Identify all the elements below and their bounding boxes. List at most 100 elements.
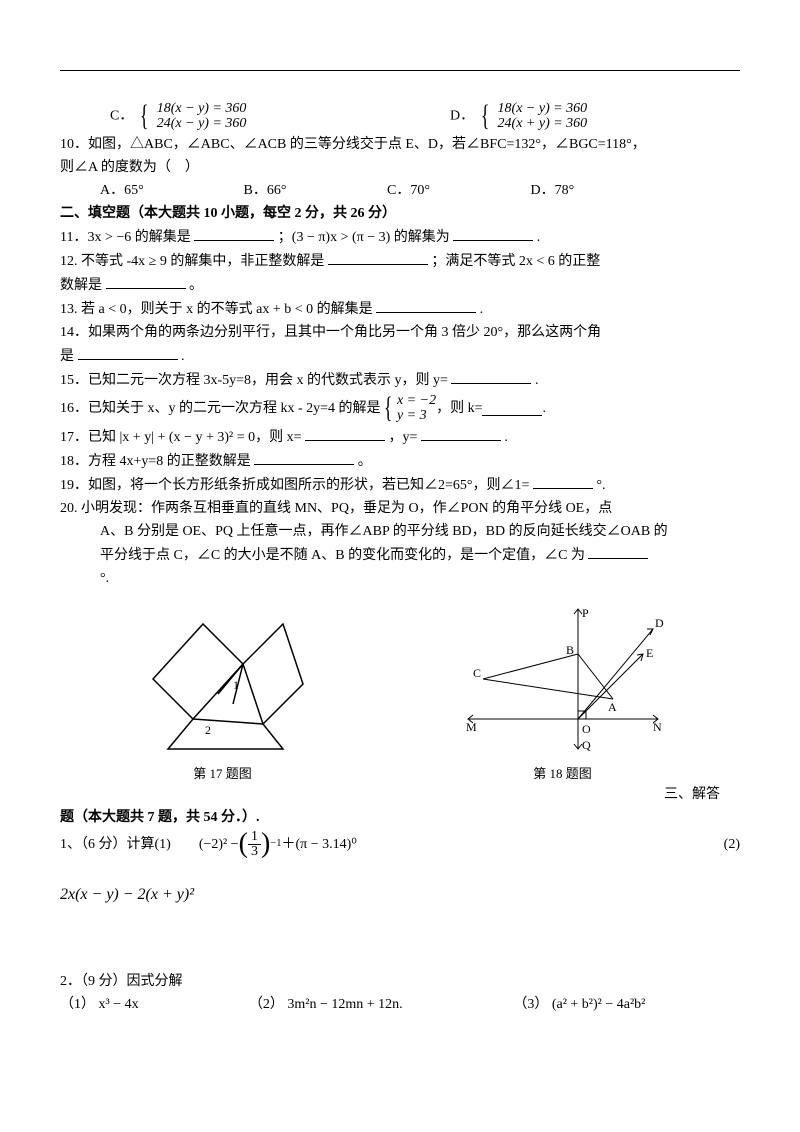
q13: 13. 若 a < 0，则关于 x 的不等式 ax + b < 0 的解集是 .	[60, 298, 740, 320]
p2-parts: （1） x³ − 4x （2） 3m²n − 12mn + 12n. （3） (…	[60, 994, 740, 1015]
q17-a: 17．已知 |x + y| + (x − y + 3)² = 0，则 x=	[60, 430, 302, 445]
angle-1-label: 1	[233, 678, 239, 692]
q11: 11．3x > −6 的解集是 ；(3 − π)x > (π − 3) 的解集为…	[60, 226, 740, 248]
q9-d-eqs: 18(x − y) = 360 24(x + y) = 360	[496, 101, 588, 132]
exam-page: C． { 18(x − y) = 360 24(x − y) = 360 D． …	[0, 0, 800, 1057]
p2-a: （1） x³ − 4x	[60, 994, 249, 1015]
figure-18: P D B E C A M O N Q 第 18 题图	[458, 599, 668, 782]
q16-eq2: y = 3	[397, 408, 436, 423]
label-c: C	[473, 666, 481, 680]
q12-a: 12. 不等式 -4x ≥ 9 的解集中，非正整数解是	[60, 254, 324, 269]
q11-a: 11．3x > −6 的解集是	[60, 230, 191, 245]
p1-right: (2)	[724, 834, 740, 855]
blank	[376, 298, 476, 313]
q10-d: D．78°	[531, 180, 671, 201]
q12-c: 数解是	[60, 278, 102, 293]
figure-17: 1 2 第 17 题图	[133, 609, 313, 782]
p2-c: （3） (a² + b²)² − 4a²b²	[513, 994, 740, 1015]
blank	[482, 401, 542, 416]
label-p: P	[582, 606, 589, 620]
q9-d-label: D．	[450, 109, 474, 124]
p2-title: 2．（9 分）因式分解	[60, 971, 740, 992]
q20-c: 平分线于点 C，∠C 的大小是不随 A、B 的变化而变化的，是一个定值，∠C 为	[100, 548, 585, 563]
q9-option-c: C． { 18(x − y) = 360 24(x − y) = 360	[60, 101, 450, 132]
blank	[254, 450, 354, 465]
q16-eq1: x = −2	[397, 393, 436, 408]
fraction: 1 3	[248, 830, 261, 859]
q13-b: .	[480, 302, 484, 317]
brace-icon: {	[383, 393, 392, 423]
q10-c: C．70°	[387, 180, 527, 201]
q12-line2: 数解是 。	[60, 274, 740, 296]
q18-b: 。	[358, 454, 372, 469]
label-e: E	[646, 646, 653, 660]
q16-a: 16．已知关于 x、y 的二元一次方程 kx - 2y=4 的解是	[60, 398, 381, 419]
figure-17-caption: 第 17 题图	[133, 763, 313, 782]
p1b: 2x(x − y) − 2(x + y)²	[60, 883, 740, 907]
frac-num: 1	[248, 830, 261, 845]
spacer	[60, 861, 740, 881]
q19-a: 19．如图，将一个长方形纸条折成如图所示的形状，若已知∠2=65°，则∠1=	[60, 478, 529, 493]
blank	[106, 274, 186, 289]
q12-b: ；满足不等式 2x < 6 的正整	[431, 254, 600, 269]
q19-b: °.	[596, 478, 605, 493]
blank	[421, 426, 501, 441]
blank	[78, 345, 178, 360]
q16: 16．已知关于 x、y 的二元一次方程 kx - 2y=4 的解是 { x = …	[60, 393, 740, 424]
q20-l1: 20. 小明发现：作两条互相垂直的直线 MN、PQ，垂足为 O，作∠PON 的角…	[60, 498, 740, 519]
geometry-diagram: P D B E C A M O N Q	[458, 599, 668, 759]
p1-exp: −1	[270, 836, 281, 852]
blank	[453, 226, 533, 241]
q15: 15．已知二元一次方程 3x-5y=8，用会 x 的代数式表示 y，则 y= .	[60, 369, 740, 391]
p1-a: 1、（6 分）计算(1) (−2)² −	[60, 834, 239, 855]
q9-c-eqs: 18(x − y) = 360 24(x − y) = 360	[155, 101, 247, 132]
q16-b: ，则 k=	[436, 398, 482, 419]
q17-c: .	[504, 430, 508, 445]
left-paren-icon: (	[239, 834, 248, 854]
q9-c-label: C．	[110, 109, 133, 124]
fold-diagram: 1 2	[133, 609, 313, 759]
q14-c: .	[181, 349, 185, 364]
p1-b: ＋(π − 3.14)⁰	[281, 834, 356, 855]
section-2-title: 二、填空题（本大题共 10 小题，每空 2 分，共 26 分）	[60, 203, 740, 224]
label-n: N	[653, 720, 662, 734]
q13-a: 13. 若 a < 0，则关于 x 的不等式 ax + b < 0 的解集是	[60, 302, 373, 317]
q15-b: .	[535, 373, 539, 388]
blank	[451, 369, 531, 384]
figure-18-caption: 第 18 题图	[458, 763, 668, 782]
q14-b: 是	[60, 349, 74, 364]
q12-d: 。	[189, 278, 203, 293]
p2-b: （2） 3m²n − 12mn + 12n.	[249, 994, 513, 1015]
q15-a: 15．已知二元一次方程 3x-5y=8，用会 x 的代数式表示 y，则 y=	[60, 373, 448, 388]
q17-b: ，y=	[389, 430, 418, 445]
figures-row: 1 2 第 17 题图	[60, 599, 740, 782]
q9-options: C． { 18(x − y) = 360 24(x − y) = 360 D． …	[60, 101, 740, 132]
q14-l2: 是 .	[60, 345, 740, 367]
q14-l1: 14．如果两个角的两条边分别平行，且其中一个角比另一个角 3 倍少 20°，那么…	[60, 322, 740, 343]
q11-c: .	[537, 230, 541, 245]
header-rule	[60, 70, 740, 71]
q10-line1: 10．如图，△ABC，∠ABC、∠ACB 的三等分线交于点 E、D，若∠BFC=…	[60, 134, 740, 155]
p1: 1、（6 分）计算(1) (−2)² − ( 1 3 ) −1 ＋(π − 3.…	[60, 830, 740, 859]
q16-c: .	[542, 398, 546, 419]
q10-line2: 则∠A 的度数为（ ）	[60, 157, 740, 178]
section-3-lead: 三、解答	[60, 784, 740, 805]
q9-d-eq1: 18(x − y) = 360	[498, 101, 588, 116]
q10-options: A．65° B．66° C．70° D．78°	[60, 180, 740, 201]
label-m: M	[466, 720, 477, 734]
q10-b: B．66°	[244, 180, 384, 201]
q18-a: 18．方程 4x+y=8 的正整数解是	[60, 454, 251, 469]
section-3-title: 题（本大题共 7 题，共 54 分．）.	[60, 807, 740, 828]
q12-line1: 12. 不等式 -4x ≥ 9 的解集中，非正整数解是 ；满足不等式 2x < …	[60, 250, 740, 272]
q19: 19．如图，将一个长方形纸条折成如图所示的形状，若已知∠2=65°，则∠1= °…	[60, 474, 740, 496]
q17: 17．已知 |x + y| + (x − y + 3)² = 0，则 x= ，y…	[60, 426, 740, 448]
label-q: Q	[582, 738, 591, 752]
q20-l3: 平分线于点 C，∠C 的大小是不随 A、B 的变化而变化的，是一个定值，∠C 为	[60, 544, 740, 566]
q16-eqs: x = −2 y = 3	[395, 393, 436, 424]
label-o: O	[582, 722, 591, 736]
q20-l4: °.	[60, 568, 740, 589]
label-d: D	[655, 616, 664, 630]
label-a: A	[608, 700, 617, 714]
q9-d-eq2: 24(x + y) = 360	[498, 116, 588, 131]
q9-c-eq2: 24(x − y) = 360	[157, 116, 247, 131]
